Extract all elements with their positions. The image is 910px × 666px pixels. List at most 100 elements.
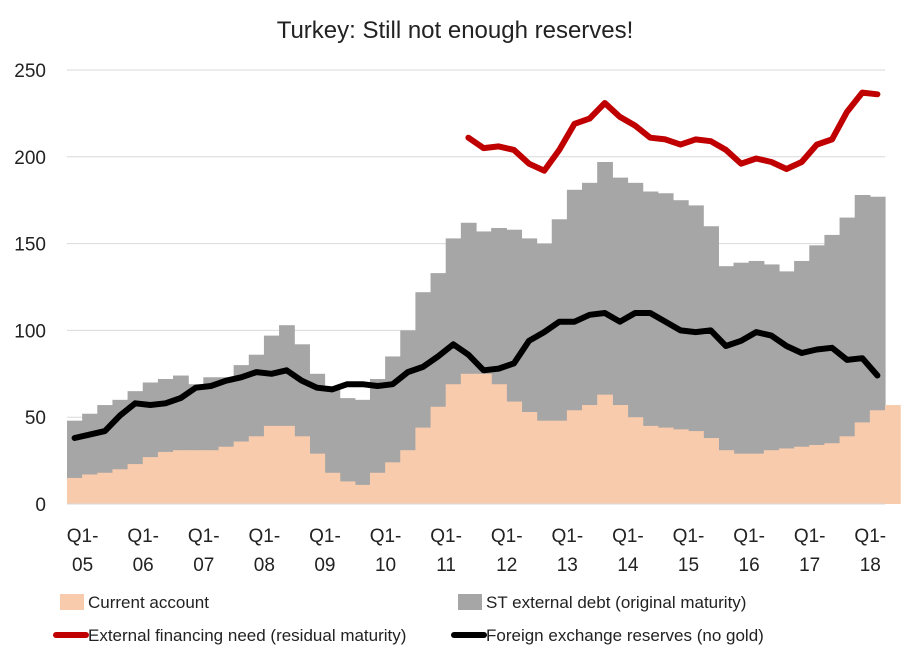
area-column — [203, 450, 220, 504]
area-column — [339, 398, 356, 504]
area-column — [794, 446, 810, 504]
area-column — [385, 462, 401, 504]
area-column — [809, 444, 826, 504]
x-tick-year: 11 — [436, 555, 456, 576]
x-tick-quarter: Q1- — [673, 526, 705, 547]
y-tick-label: 100 — [14, 321, 46, 342]
area-column — [885, 405, 901, 504]
x-tick-label: Q1-15 — [673, 526, 705, 576]
area-column — [733, 453, 750, 504]
area-column — [703, 438, 719, 504]
series-line-external-financing-need-residual-maturity — [465, 89, 881, 174]
x-tick-label: Q1-10 — [370, 526, 402, 576]
legend-item: Current account — [60, 593, 209, 612]
y-tick-label: 250 — [14, 61, 46, 82]
series-line-foreign-exchange-reserves-no-gold — [71, 310, 881, 441]
area-column — [354, 484, 371, 504]
legend-swatch — [458, 594, 482, 610]
x-tick-quarter: Q1- — [370, 526, 402, 547]
area-column — [809, 245, 826, 504]
x-tick-year: 16 — [739, 555, 760, 576]
area-column — [718, 450, 735, 504]
y-tick-label: 150 — [14, 235, 46, 256]
area-column — [612, 405, 629, 504]
area-column — [369, 472, 386, 504]
x-tick-year: 14 — [617, 555, 639, 576]
area-column — [763, 264, 780, 504]
x-tick-quarter: Q1- — [127, 526, 159, 547]
legend-label: ST external debt (original maturity) — [486, 593, 746, 612]
x-tick-year: 07 — [193, 555, 214, 576]
line-layer — [71, 89, 881, 441]
area-column — [551, 420, 568, 504]
x-tick-label: Q1-07 — [188, 526, 220, 576]
area-column — [97, 472, 114, 504]
chart-title: Turkey: Still not enough reserves! — [277, 17, 634, 44]
area-column — [82, 474, 98, 504]
x-tick-quarter: Q1- — [188, 526, 220, 547]
area-column — [339, 481, 356, 504]
x-tick-quarter: Q1- — [309, 526, 341, 547]
area-column — [263, 425, 280, 504]
area-column — [67, 477, 83, 504]
x-tick-year: 17 — [799, 555, 820, 576]
x-tick-quarter: Q1- — [491, 526, 523, 547]
area-column — [733, 262, 750, 504]
x-tick-quarter: Q1- — [249, 526, 281, 547]
area-column — [445, 384, 462, 504]
x-tick-year: 12 — [496, 555, 517, 576]
area-column — [597, 394, 613, 504]
area-column — [748, 260, 765, 504]
x-tick-quarter: Q1- — [794, 526, 826, 547]
area-column — [218, 446, 235, 504]
area-column — [127, 464, 144, 504]
area-column — [657, 193, 674, 505]
area-column — [354, 399, 371, 504]
area-column — [536, 420, 553, 504]
area-column — [476, 373, 492, 504]
area-column — [672, 200, 689, 504]
area-column — [778, 271, 795, 504]
y-tick-label: 50 — [25, 408, 46, 429]
area-column — [248, 436, 265, 504]
area-column — [824, 443, 841, 504]
area-column — [566, 410, 583, 504]
area-column — [157, 451, 174, 504]
x-tick-label: Q1-06 — [127, 526, 159, 576]
legend-label: Current account — [88, 593, 209, 612]
area-column — [854, 422, 871, 504]
area-column — [824, 234, 841, 505]
legend-item: Foreign exchange reserves (no gold) — [451, 626, 764, 645]
x-tick-quarter: Q1- — [551, 526, 583, 547]
area-column — [521, 411, 538, 504]
x-tick-label: Q1-18 — [854, 526, 886, 576]
area-column — [430, 406, 447, 504]
x-tick-quarter: Q1- — [733, 526, 765, 547]
x-tick-label: Q1-05 — [67, 526, 99, 576]
area-column — [748, 453, 765, 504]
area-column — [688, 205, 704, 504]
x-tick-year: 05 — [72, 555, 93, 576]
legend-label: Foreign exchange reserves (no gold) — [486, 626, 764, 645]
area-layer — [67, 162, 901, 505]
area-column — [582, 405, 598, 504]
y-tick-label: 200 — [14, 148, 46, 169]
area-column — [112, 469, 129, 504]
legend-label: External financing need (residual maturi… — [88, 626, 406, 645]
area-column — [142, 457, 159, 504]
area-column — [778, 448, 795, 504]
area-column — [718, 266, 735, 504]
area-column — [794, 260, 810, 504]
axis-layer: 050100150200250Q1-05Q1-06Q1-07Q1-08Q1-09… — [14, 61, 886, 576]
area-column — [294, 436, 310, 504]
x-tick-year: 06 — [133, 555, 154, 576]
area-column — [173, 450, 189, 504]
x-tick-quarter: Q1- — [430, 526, 462, 547]
area-column — [627, 417, 644, 504]
x-tick-label: Q1-16 — [733, 526, 765, 576]
area-column — [657, 427, 674, 504]
area-column — [233, 441, 250, 504]
y-tick-label: 0 — [35, 495, 46, 516]
